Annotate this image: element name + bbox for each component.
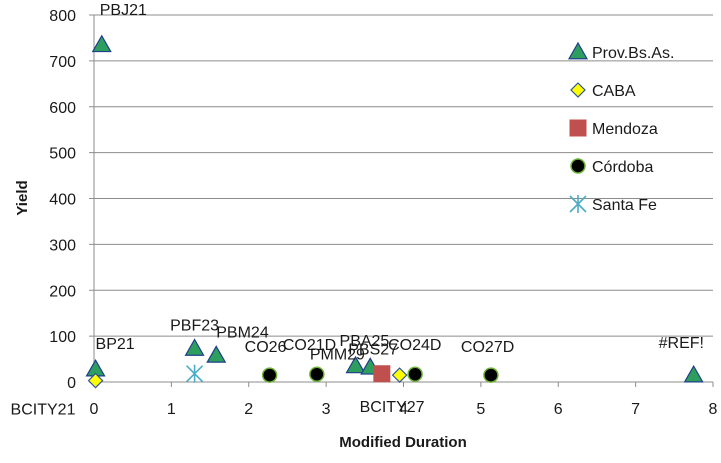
y-tick-label: 0	[67, 375, 76, 392]
data-label: #REF!	[659, 335, 704, 352]
data-label: PMM29	[310, 347, 365, 364]
data-label: BP21	[96, 336, 135, 353]
data-point	[483, 367, 499, 383]
x-tick-label: 2	[244, 401, 253, 418]
legend: Prov.Bs.As. CABA Mendoza Córdoba Santa Fe	[567, 41, 674, 214]
data-point	[261, 367, 278, 383]
data-point	[373, 365, 391, 383]
y-tick-label: 300	[49, 237, 76, 254]
y-tick-label: 600	[49, 100, 76, 117]
data-point	[91, 34, 112, 53]
legend-item: Mendoza	[569, 119, 658, 138]
legend-item: Prov.Bs.As.	[567, 41, 674, 62]
gridlines	[94, 14, 713, 337]
data-label: PBS27	[348, 341, 398, 358]
data-label: PBF23	[170, 318, 219, 335]
data-point	[87, 372, 104, 389]
data-label: PBM24	[216, 324, 269, 341]
x-tick-label: 6	[554, 401, 563, 418]
data-point	[186, 364, 204, 383]
y-tick-labels: 0 100 200 300 400 500 600 700 800	[49, 8, 76, 392]
x-tick-label: 4	[399, 401, 408, 418]
legend-item: Santa Fe	[569, 195, 657, 214]
axes	[89, 14, 714, 387]
y-tick-label: 100	[49, 329, 76, 346]
legend-marker	[569, 195, 587, 213]
data-point	[683, 364, 704, 383]
data-label: PBJ21	[100, 2, 147, 19]
y-tick-label: 200	[49, 283, 76, 300]
data-label: BCITY27	[360, 399, 425, 416]
data-points	[85, 34, 704, 389]
x-tick-label: 5	[476, 401, 485, 418]
data-label: CO26	[245, 339, 287, 356]
x-tick-label: 3	[322, 401, 331, 418]
data-point	[184, 338, 205, 356]
data-point	[206, 345, 227, 363]
legend-marker	[569, 119, 587, 137]
legend-item: CABA	[570, 82, 636, 100]
y-tick-label: 800	[49, 8, 76, 25]
legend-marker	[567, 41, 589, 60]
data-label: PBA25	[340, 333, 390, 350]
y-tick-label: 400	[49, 192, 76, 209]
legend-label: Santa Fe	[592, 197, 657, 214]
legend-marker	[570, 82, 586, 98]
x-tick-label: 8	[709, 401, 718, 418]
legend-label: Mendoza	[592, 121, 658, 138]
x-tick-label: 1	[167, 401, 176, 418]
legend-marker	[570, 158, 586, 174]
data-point	[391, 367, 408, 383]
x-tick-label: 0	[90, 401, 99, 418]
data-point	[309, 366, 325, 382]
data-point	[345, 355, 366, 374]
legend-item: Córdoba	[570, 158, 653, 176]
data-label: CO21D	[283, 337, 336, 354]
legend-label: Córdoba	[592, 159, 653, 176]
y-tick-label: 500	[49, 146, 76, 163]
data-point	[407, 366, 423, 382]
x-tick-label: 7	[631, 401, 640, 418]
data-label: CO24D	[388, 337, 441, 354]
x-axis-title: Modified Duration	[339, 434, 467, 451]
data-label: CO27D	[461, 339, 514, 356]
y-tick-label: 700	[49, 54, 76, 71]
legend-label: CABA	[592, 83, 636, 100]
x-tick-labels: 0 1 2 3 4 5 6 7 8	[90, 401, 718, 418]
y-axis-title: Yield	[14, 180, 31, 215]
data-label: BCITY21	[11, 402, 76, 419]
legend-label: Prov.Bs.As.	[592, 45, 674, 62]
